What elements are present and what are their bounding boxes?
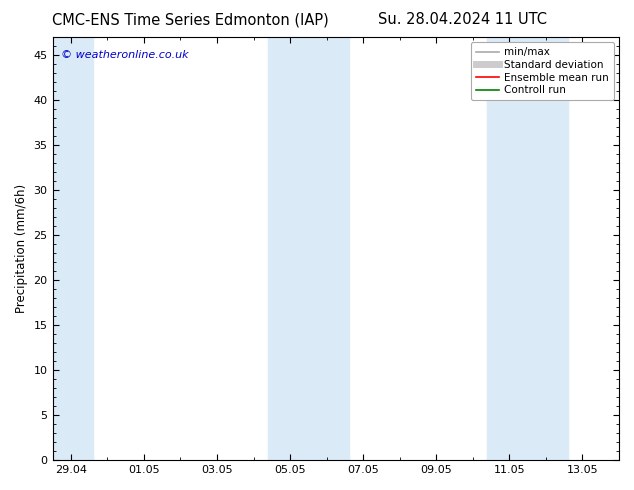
Bar [488, 37, 568, 460]
Legend: min/max, Standard deviation, Ensemble mean run, Controll run: min/max, Standard deviation, Ensemble me… [470, 42, 614, 100]
Bar [53, 37, 93, 460]
Text: CMC-ENS Time Series Edmonton (IAP): CMC-ENS Time Series Edmonton (IAP) [52, 12, 328, 27]
Y-axis label: Precipitation (mm/6h): Precipitation (mm/6h) [15, 184, 28, 313]
Bar [268, 37, 349, 460]
Text: © weatheronline.co.uk: © weatheronline.co.uk [61, 50, 189, 60]
Text: Su. 28.04.2024 11 UTC: Su. 28.04.2024 11 UTC [378, 12, 547, 27]
